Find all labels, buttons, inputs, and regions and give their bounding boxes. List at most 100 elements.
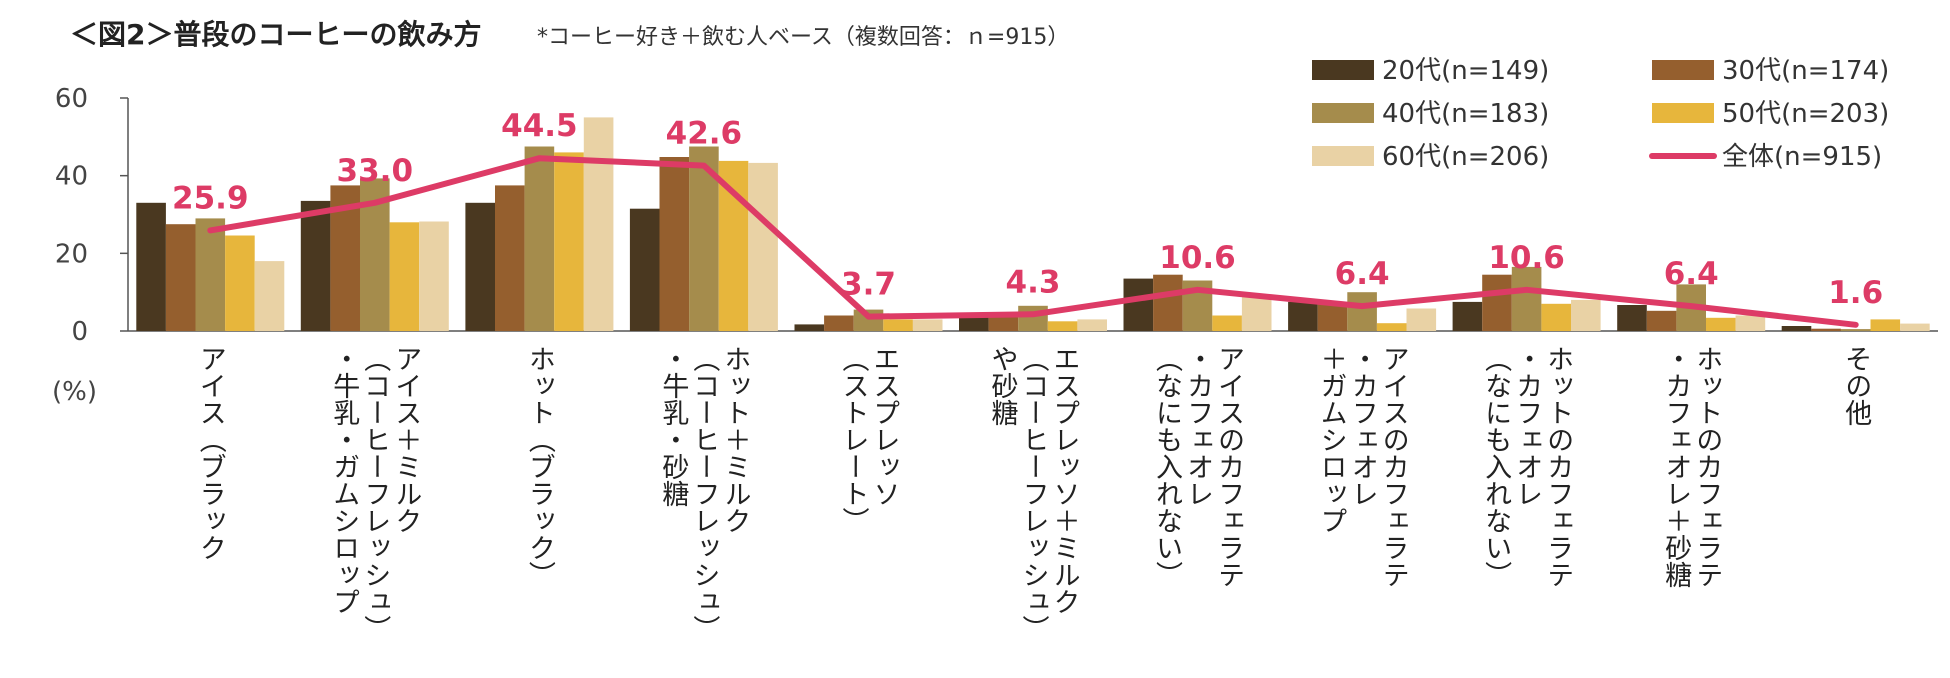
bar [1153, 274, 1183, 331]
category-label: アイスのカフェラテ [1213, 345, 1244, 588]
category-label: ・カフェオレ [1511, 345, 1542, 507]
bar [583, 117, 614, 332]
category-label: ・牛乳・ガムシロップ [328, 345, 359, 615]
category-label: その他 [1840, 345, 1872, 426]
y-tick-label: 60 [55, 84, 88, 114]
data-label: 25.9 [172, 180, 249, 216]
bar [1706, 317, 1736, 331]
bar [883, 319, 913, 331]
bar [225, 235, 255, 331]
category-label: ・牛乳・砂糖 [657, 345, 689, 507]
data-label: 3.7 [841, 267, 896, 303]
chart-title: ＜図2＞普段のコーヒーの飲み方 [70, 18, 481, 51]
legend-label: 40代(n=183) [1382, 99, 1549, 129]
category-label: ＋ガムシロップ [1316, 345, 1347, 534]
bar [136, 202, 166, 331]
bar [1123, 278, 1154, 331]
bar [1212, 315, 1242, 331]
y-axis-label: (%) [52, 377, 97, 407]
bar [1646, 310, 1677, 331]
legend-label: 30代(n=174) [1722, 56, 1889, 86]
legend-swatch [1312, 146, 1374, 166]
legend-swatch [1652, 103, 1714, 123]
bar [1900, 323, 1930, 331]
bar [1811, 328, 1841, 331]
bar [748, 162, 778, 331]
bar [1541, 303, 1571, 331]
bar [629, 208, 660, 331]
bar [824, 315, 854, 331]
data-label: 6.4 [1335, 256, 1390, 292]
bar [988, 317, 1019, 331]
category-label: エスプレッソ＋ミルク [1049, 345, 1080, 615]
bar [524, 146, 555, 331]
plot-area: 0 20 40 60 25.9 33.0 44.5 42.6 3.7 4.3 10.6 6.4 10.6… [55, 84, 1938, 642]
y-tick-label: 40 [55, 162, 88, 192]
bar [195, 218, 226, 331]
legend-label: 60代(n=206) [1382, 142, 1549, 172]
data-label: 10.6 [1159, 240, 1236, 276]
data-label: 1.6 [1828, 275, 1883, 311]
category-label: （コーヒーフレッシュ） [1018, 345, 1050, 642]
category-label: アイスのカフェラテ [1378, 345, 1409, 588]
total-line [207, 155, 1859, 328]
bar [1781, 326, 1812, 331]
legend: 20代(n=149) 30代(n=174) 40代(n=183) 50代(n=203)… [1312, 56, 1889, 172]
bar [465, 202, 495, 331]
category-label: ・カフェオレ [1182, 345, 1213, 507]
bar [1317, 303, 1348, 331]
legend-swatch [1312, 60, 1374, 80]
category-label: （ストレート） [838, 345, 870, 534]
bar [1288, 301, 1318, 331]
category-label: ・カフェオレ [1347, 345, 1378, 507]
bar [1376, 323, 1407, 331]
bar [1452, 301, 1483, 331]
category-label: アイス＋ミルク [390, 345, 421, 534]
data-label: 44.5 [501, 108, 578, 144]
bar [554, 152, 584, 331]
data-label: 10.6 [1488, 240, 1565, 276]
bar [254, 261, 285, 331]
bar [659, 157, 690, 331]
bar [1347, 292, 1377, 331]
legend-label: 50代(n=203) [1722, 99, 1889, 129]
category-label: アイス（ブラック [195, 345, 227, 561]
legend-label: 全体(n=915) [1722, 142, 1882, 172]
bar [1840, 329, 1871, 331]
data-label: 6.4 [1664, 256, 1719, 292]
bar [959, 317, 989, 331]
category-label: ホット＋ミルク [719, 345, 750, 534]
bar [419, 221, 449, 331]
data-label: 4.3 [1006, 264, 1061, 300]
category-label: エスプレッソ [869, 345, 900, 507]
y-tick-label: 20 [55, 239, 88, 269]
category-label: （なにも入れない） [1480, 345, 1512, 588]
bar [1077, 319, 1107, 331]
bar [300, 200, 331, 331]
category-label: （コーヒーフレッシュ） [688, 345, 720, 642]
bar [165, 224, 196, 331]
bar [1241, 296, 1272, 331]
bar [495, 185, 525, 331]
category-label: ホットのカフェラテ [1542, 345, 1573, 588]
bar [912, 319, 943, 331]
bar [1617, 305, 1647, 331]
category-label: や砂糖 [987, 345, 1019, 426]
data-label: 42.6 [666, 116, 743, 152]
category-label: ホット（ブラック） [524, 345, 556, 588]
bar [1511, 266, 1542, 331]
data-label: 33.0 [337, 153, 414, 189]
bar [1018, 305, 1048, 331]
legend-label: 20代(n=149) [1382, 56, 1549, 86]
category-label: （コーヒーフレッシュ） [359, 345, 391, 642]
category-label: ・カフェオレ＋砂糖 [1660, 345, 1692, 588]
category-label: ホットのカフェラテ [1691, 345, 1722, 588]
bar [1870, 319, 1901, 331]
y-tick-label: 0 [71, 317, 88, 347]
legend-swatch [1652, 60, 1714, 80]
bar [1047, 321, 1078, 331]
chart-subtitle: *コーヒー好き＋飲む人ベース（複数回答：ｎ=915） [537, 25, 1069, 50]
bar [389, 222, 420, 331]
legend-swatch [1312, 103, 1374, 123]
